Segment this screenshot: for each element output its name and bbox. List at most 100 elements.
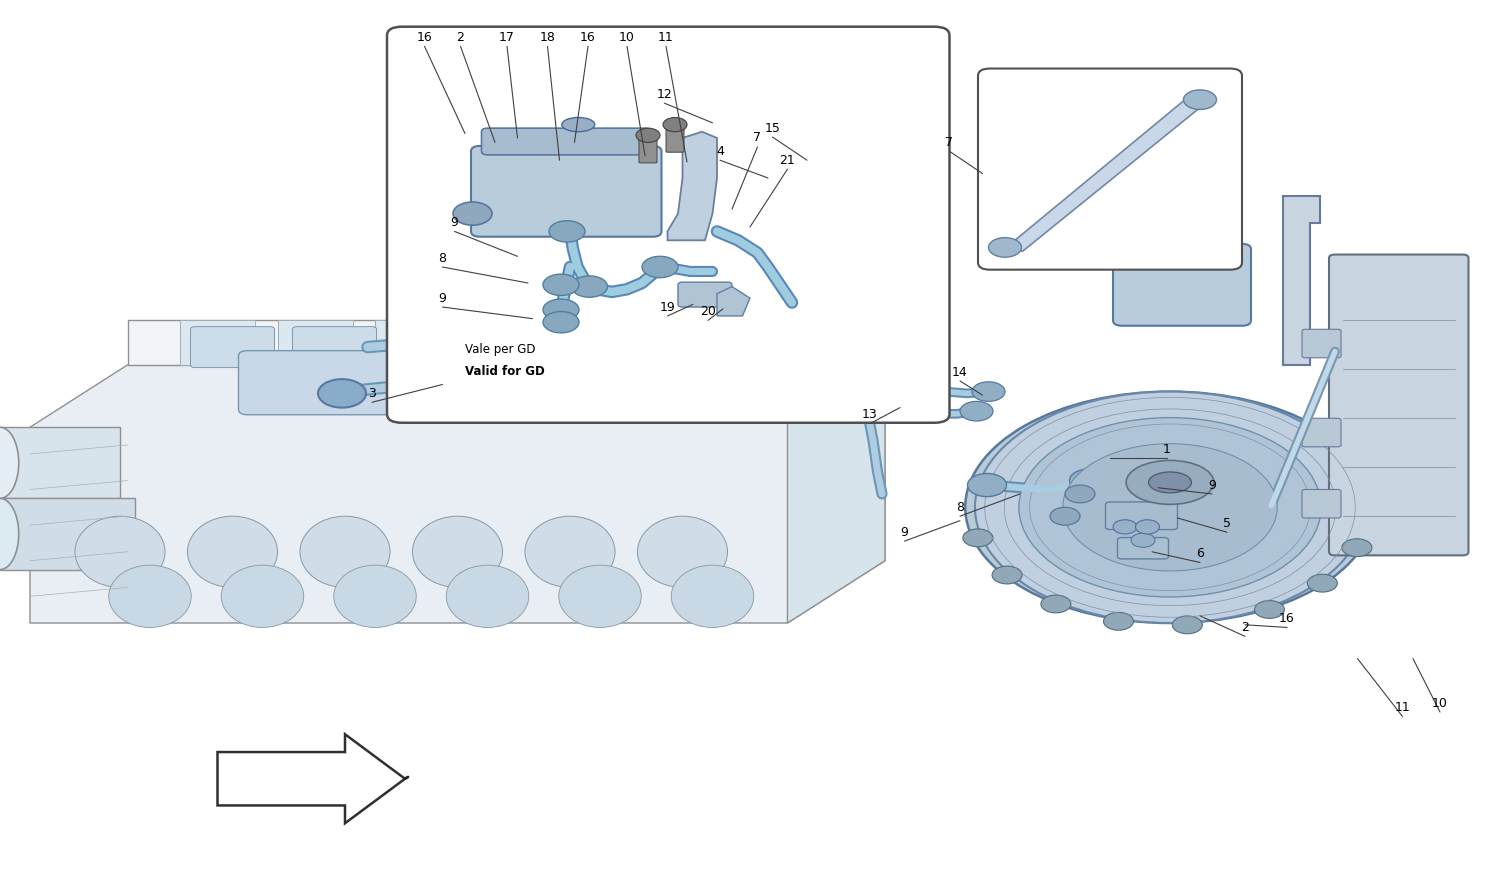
Ellipse shape [75,516,165,587]
Ellipse shape [0,498,18,570]
Circle shape [543,299,579,320]
Polygon shape [1002,93,1212,251]
Circle shape [1050,507,1080,525]
Polygon shape [375,320,450,365]
Polygon shape [0,498,135,570]
FancyBboxPatch shape [387,27,950,423]
Text: 6: 6 [1196,547,1204,560]
Circle shape [736,135,776,158]
Circle shape [888,371,921,391]
Text: 18: 18 [540,31,555,44]
Ellipse shape [561,117,594,132]
FancyBboxPatch shape [292,327,376,368]
Polygon shape [570,320,645,365]
Ellipse shape [1019,417,1322,597]
FancyBboxPatch shape [666,124,684,152]
Circle shape [968,473,1006,497]
Text: 8: 8 [956,501,964,514]
Text: 20: 20 [700,305,715,318]
Circle shape [453,202,492,225]
Text: 2: 2 [1240,621,1250,634]
Text: Vale per GD: Vale per GD [465,344,536,356]
Circle shape [992,566,1022,584]
Ellipse shape [1126,460,1214,505]
FancyBboxPatch shape [1124,223,1240,253]
Text: 1: 1 [1162,443,1172,456]
Ellipse shape [413,516,503,587]
Text: 10: 10 [620,31,634,44]
Text: 7: 7 [753,132,762,144]
Circle shape [543,274,579,295]
FancyBboxPatch shape [1106,502,1178,530]
FancyBboxPatch shape [394,327,478,368]
Circle shape [663,117,687,132]
FancyBboxPatch shape [482,128,651,155]
Circle shape [1173,616,1203,634]
Circle shape [1104,612,1134,630]
Text: 4: 4 [716,145,724,158]
Circle shape [696,197,738,222]
Circle shape [960,401,993,421]
Ellipse shape [525,516,615,587]
Ellipse shape [638,516,728,587]
Polygon shape [668,320,742,365]
Circle shape [1136,520,1160,534]
Ellipse shape [300,516,390,587]
Circle shape [908,158,946,181]
Ellipse shape [1149,472,1191,493]
Polygon shape [217,734,405,823]
FancyBboxPatch shape [598,327,682,368]
Text: 5: 5 [1222,517,1232,530]
Text: 10: 10 [1432,697,1448,709]
Ellipse shape [1179,213,1215,229]
Circle shape [865,386,898,406]
Circle shape [1065,485,1095,503]
Circle shape [1113,520,1137,534]
Circle shape [1254,601,1284,619]
Text: 2: 2 [456,31,465,44]
Text: 13: 13 [862,409,877,421]
Circle shape [1041,595,1071,613]
Ellipse shape [558,565,642,627]
FancyBboxPatch shape [678,282,732,307]
Text: 11: 11 [658,31,674,44]
FancyBboxPatch shape [238,351,766,415]
Text: 11: 11 [1395,701,1410,714]
Polygon shape [128,320,885,365]
Ellipse shape [975,392,1365,623]
Polygon shape [668,132,717,240]
Text: 9: 9 [450,216,459,229]
Text: 19: 19 [660,301,675,313]
Text: 16: 16 [1280,612,1294,625]
Circle shape [1342,538,1372,556]
Text: 7: 7 [945,136,954,149]
Circle shape [572,276,608,297]
Circle shape [636,128,660,142]
Text: Valid for GD: Valid for GD [465,365,544,377]
Ellipse shape [222,565,303,627]
Text: 12: 12 [657,88,672,101]
Circle shape [794,137,832,160]
Polygon shape [180,320,255,365]
Ellipse shape [333,565,416,627]
FancyBboxPatch shape [978,69,1242,270]
Text: 15: 15 [765,122,780,134]
Text: 16: 16 [580,31,596,44]
FancyBboxPatch shape [190,327,274,368]
Polygon shape [717,287,750,316]
Circle shape [642,256,678,278]
Circle shape [1308,574,1338,592]
Ellipse shape [1062,443,1276,571]
Text: 21: 21 [780,154,795,166]
Ellipse shape [672,565,753,627]
FancyBboxPatch shape [471,146,662,237]
Ellipse shape [446,565,528,627]
FancyBboxPatch shape [700,327,784,368]
Text: 9: 9 [438,292,447,304]
FancyBboxPatch shape [639,134,657,163]
Circle shape [818,189,856,212]
Polygon shape [0,427,120,498]
Polygon shape [788,365,885,623]
Circle shape [1131,533,1155,547]
Text: 17: 17 [500,31,514,44]
